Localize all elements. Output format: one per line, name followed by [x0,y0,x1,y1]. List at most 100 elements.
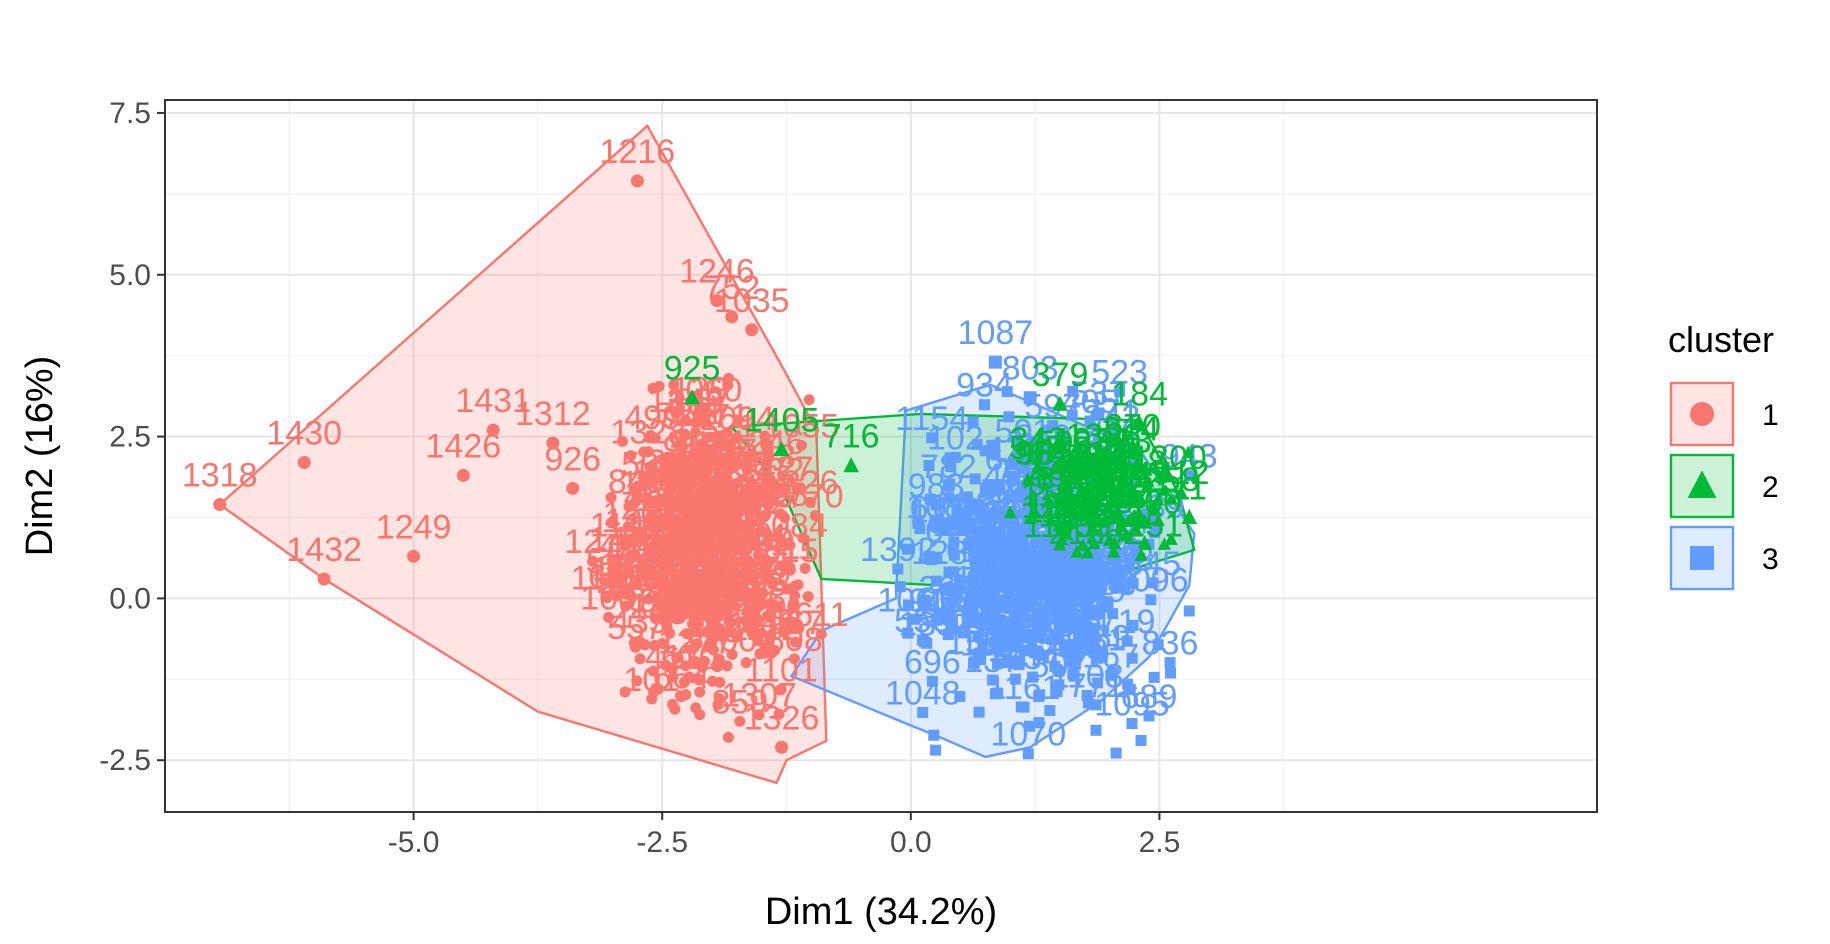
data-point [761,447,773,459]
data-point [1028,557,1040,569]
data-point [1024,503,1036,515]
data-point [639,552,651,564]
data-point [1048,564,1060,576]
point-label: 11 [1172,469,1207,507]
data-point [697,414,709,426]
data-point [1023,391,1037,405]
data-point [1028,435,1040,447]
data-point [1032,568,1044,580]
data-point [663,550,675,562]
data-point [700,626,712,638]
data-point [1122,678,1134,690]
data-point [1082,631,1094,643]
data-point [746,627,758,639]
data-point [981,575,993,587]
data-point [666,662,678,674]
data-point [930,575,942,587]
data-point [644,461,656,473]
data-point [932,522,944,534]
data-point [1017,536,1029,548]
data-point [949,451,961,463]
point-label: 1048 [885,674,961,712]
data-point [1000,556,1012,568]
data-point [1050,495,1064,509]
data-point [1112,582,1124,594]
data-point [972,498,984,510]
data-point [740,560,752,572]
data-point [973,557,985,569]
point-label: 1101 [745,651,818,689]
data-point [993,536,1005,548]
data-point [707,566,719,578]
data-point [902,627,914,639]
data-point [919,594,931,606]
data-point [713,653,725,665]
data-point [680,502,692,514]
data-point [1034,607,1046,619]
data-point [1050,479,1062,491]
data-point [762,476,774,488]
data-point [1092,677,1104,689]
point-label: 1246 [679,253,755,291]
point-label: 147 [589,521,646,559]
axes: -5.0 -2.5 0.0 2.5 -2.5 0.0 2.5 5.0 7.5 [99,97,1180,859]
data-point [1083,697,1095,709]
data-point [1053,537,1067,551]
y-tick-label: 7.5 [109,97,151,130]
data-point [991,631,1003,643]
data-point [1078,638,1090,650]
point-label: 967 [767,604,824,642]
data-point [680,541,692,553]
data-point [777,626,789,638]
data-point [953,574,965,586]
y-axis-title: Dim2 (16%) [19,356,61,557]
data-point [605,491,617,503]
data-point [1019,523,1031,535]
data-point [961,491,973,503]
data-point [1183,605,1195,617]
data-point [945,461,957,473]
data-point [988,551,1000,563]
data-point [999,601,1011,613]
data-point [1024,497,1036,509]
data-point [1101,522,1113,534]
data-point [997,548,1009,560]
point-label: 1312 [515,395,591,433]
data-point [1112,453,1124,465]
data-point [968,656,980,668]
data-point [1152,639,1164,651]
point-label: 912 [908,582,965,620]
data-point [954,690,966,702]
data-point [1052,395,1068,411]
point-label: 610 [661,639,718,677]
point-label: 600 [690,579,747,617]
data-point [804,496,816,508]
data-point [1035,623,1047,635]
legend-label-3: 3 [1762,543,1779,576]
data-point [652,683,664,695]
point-label: 934 [956,367,1013,405]
data-point [1092,535,1104,547]
data-point [970,569,982,581]
point-label: 379 [1032,356,1089,394]
data-point [1048,459,1062,473]
data-point [892,563,904,575]
data-point [1056,524,1071,537]
data-point [778,561,790,573]
data-point [666,457,678,469]
data-point [1129,539,1141,551]
data-point [942,629,954,641]
data-point [734,715,746,727]
data-point [1127,508,1142,522]
data-point [1039,501,1051,513]
data-point [1015,583,1027,595]
data-point [1087,536,1101,550]
data-point [647,517,659,529]
data-point [975,526,987,538]
data-point [909,613,921,625]
point-label: 719 [1099,603,1156,641]
data-point [1074,449,1086,461]
data-point [978,399,990,411]
data-point [1072,634,1084,646]
data-point [1062,560,1074,572]
